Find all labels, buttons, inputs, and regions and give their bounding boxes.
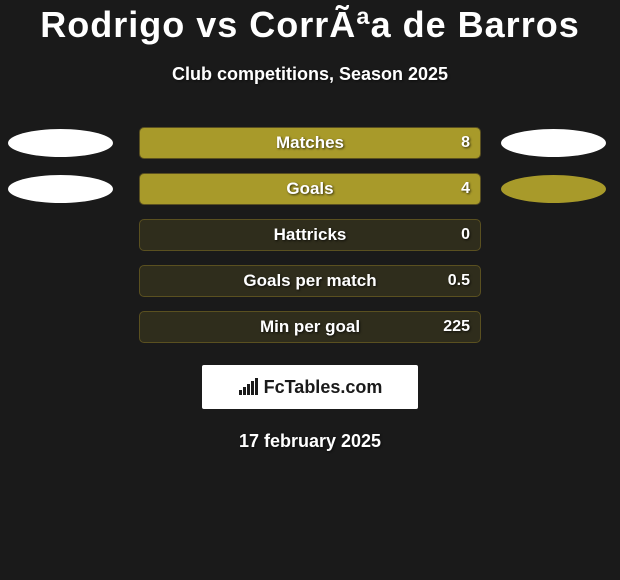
stat-label: Min per goal bbox=[260, 317, 360, 337]
stat-bar-matches: Matches 8 bbox=[139, 127, 481, 159]
stat-row-goals: Goals 4 bbox=[0, 173, 620, 205]
left-ellipse-goals bbox=[8, 175, 113, 203]
right-ellipse-matches bbox=[501, 129, 606, 157]
stat-value-right: 8 bbox=[461, 134, 470, 152]
left-ellipse-matches bbox=[8, 129, 113, 157]
subtitle: Club competitions, Season 2025 bbox=[0, 64, 620, 85]
stat-bar-gpm: Goals per match 0.5 bbox=[139, 265, 481, 297]
stat-row-matches: Matches 8 bbox=[0, 127, 620, 159]
date-text: 17 february 2025 bbox=[0, 431, 620, 452]
stat-bar-goals: Goals 4 bbox=[139, 173, 481, 205]
logo-box: FcTables.com bbox=[202, 365, 418, 409]
stat-label: Matches bbox=[276, 133, 344, 153]
stats-area: Matches 8 Goals 4 Hattricks 0 Goals per … bbox=[0, 127, 620, 343]
stat-row-gpm: Goals per match 0.5 bbox=[0, 265, 620, 297]
logo-text: FcTables.com bbox=[264, 377, 383, 398]
stat-label: Goals per match bbox=[243, 271, 376, 291]
logo-content: FcTables.com bbox=[238, 377, 383, 398]
stat-value-right: 225 bbox=[443, 318, 470, 336]
stat-value-right: 4 bbox=[461, 180, 470, 198]
comparison-infographic: Rodrigo vs CorrÃªa de Barros Club compet… bbox=[0, 0, 620, 452]
right-ellipse-goals bbox=[501, 175, 606, 203]
barchart-icon bbox=[238, 378, 260, 396]
stat-label: Hattricks bbox=[274, 225, 347, 245]
stat-label: Goals bbox=[286, 179, 333, 199]
stat-value-right: 0.5 bbox=[448, 272, 470, 290]
page-title: Rodrigo vs CorrÃªa de Barros bbox=[0, 4, 620, 46]
stat-row-mpg: Min per goal 225 bbox=[0, 311, 620, 343]
stat-bar-mpg: Min per goal 225 bbox=[139, 311, 481, 343]
stat-row-hattricks: Hattricks 0 bbox=[0, 219, 620, 251]
stat-bar-hattricks: Hattricks 0 bbox=[139, 219, 481, 251]
stat-value-right: 0 bbox=[461, 226, 470, 244]
